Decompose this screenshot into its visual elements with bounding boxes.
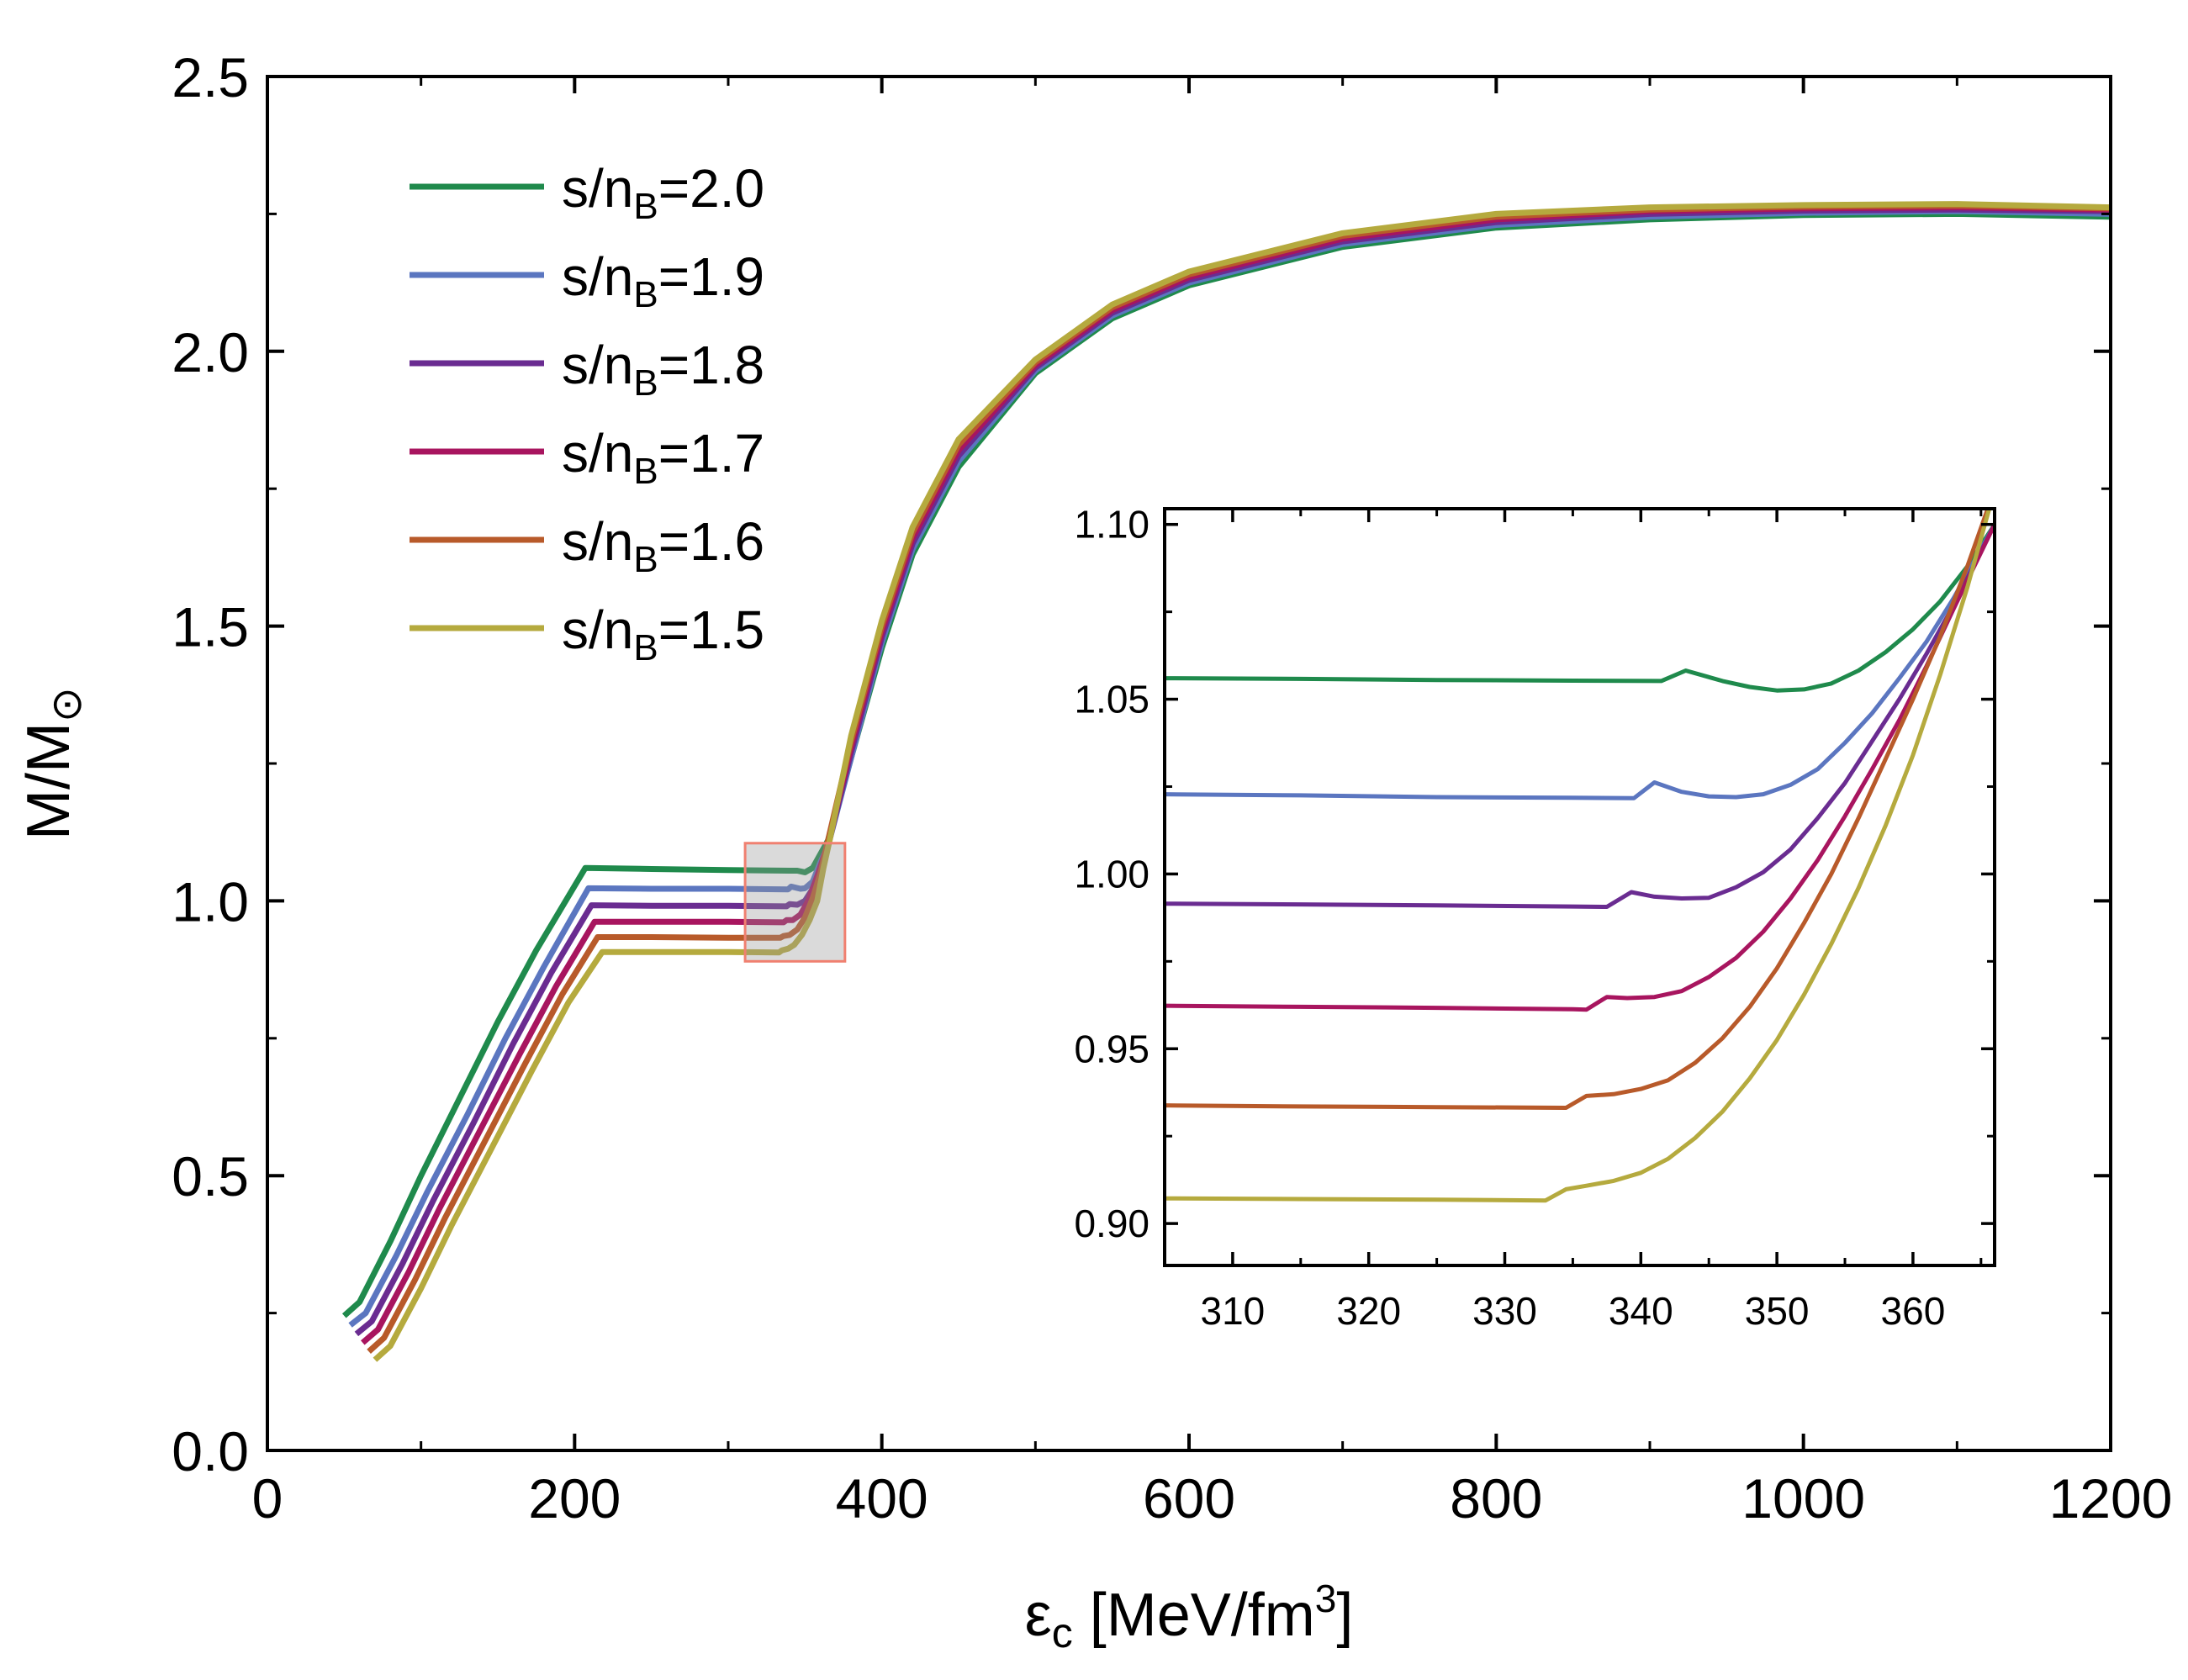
inset-x-tick-label: 320 [1336, 1289, 1401, 1333]
x-tick-label: 0 [252, 1467, 283, 1529]
inset-y-tick-label: 0.90 [1074, 1202, 1149, 1245]
x-tick-label: 200 [528, 1467, 621, 1529]
legend-label-1: s/nB=1.9 [562, 246, 764, 315]
inset-series-lines [1165, 509, 1995, 1203]
inset-axis-ticks: 310 320 330 340 350 360 0.90 0.95 1.00 1.05 1.10 [1074, 503, 1995, 1333]
legend-label-3: s/nB=1.7 [562, 423, 764, 492]
legend-label-0: s/nB=2.0 [562, 158, 764, 227]
legend-label-5: s/nB=1.5 [562, 600, 764, 668]
legend-label-2: s/nB=1.8 [562, 335, 764, 404]
main-plot: 0 200 400 600 800 1000 12000.00.51.01.52.02.5 … [15, 46, 2172, 1656]
main-plot-frame [266, 75, 2112, 1452]
x-tick-label: 800 [1450, 1467, 1542, 1529]
legend-label-4: s/nB=1.6 [562, 511, 764, 580]
y-tick-label: 2.0 [172, 321, 249, 383]
main-axis-ticks: 0 200 400 600 800 1000 1200 0.0 0.5 1.0 1.5 2.0 2.5 [172, 46, 2172, 1529]
zoom-highlight-box [743, 842, 847, 963]
inset-plot: 310 320 330 340 350 360 0.90 0.95 1.00 1.05 1.10 [1074, 503, 1996, 1333]
inset-plot-frame [1163, 507, 1996, 1267]
x-tick-label: 600 [1143, 1467, 1235, 1529]
inset-y-tick-label: 1.05 [1074, 678, 1149, 721]
inset-series-line-5 [1165, 509, 1992, 1203]
y-tick-label: 0.5 [172, 1145, 249, 1207]
inset-background [1165, 509, 1995, 1265]
inset-y-tick-label: 1.10 [1074, 503, 1149, 547]
inset-series-line-0 [1165, 523, 1995, 693]
series-line-5 [373, 201, 2111, 1362]
legend: s/nB=2.0 s/nB=1.9 s/nB=1.8 s/nB=1.7 s/nB=1.6… [410, 158, 764, 668]
y-tick-label: 1.0 [172, 870, 249, 932]
inset-y-tick-label: 1.00 [1074, 852, 1149, 895]
x-axis-label: εc [MeV/fm3] [1025, 1577, 1354, 1656]
x-tick-label: 1200 [2049, 1467, 2173, 1529]
y-tick-label: 1.5 [172, 596, 249, 658]
x-tick-label: 1000 [1741, 1467, 1865, 1529]
x-tick-label: 400 [836, 1467, 928, 1529]
inset-series-line-1 [1165, 523, 1995, 800]
inset-series-line-4 [1165, 509, 1990, 1110]
y-tick-label: 2.5 [172, 46, 249, 108]
inset-y-tick-label: 0.95 [1074, 1027, 1149, 1070]
inset-x-tick-label: 340 [1609, 1289, 1673, 1333]
inset-x-tick-label: 350 [1745, 1289, 1810, 1333]
y-tick-label: 0.0 [172, 1420, 249, 1482]
y-axis-label: M/M⊙ [15, 687, 90, 840]
inset-x-tick-label: 310 [1201, 1289, 1266, 1333]
inset-x-tick-label: 360 [1881, 1289, 1946, 1333]
main-series-lines [341, 201, 2111, 1362]
inset-series-line-2 [1165, 523, 1995, 909]
inset-series-line-3 [1165, 523, 1995, 1012]
inset-x-tick-label: 330 [1472, 1289, 1537, 1333]
